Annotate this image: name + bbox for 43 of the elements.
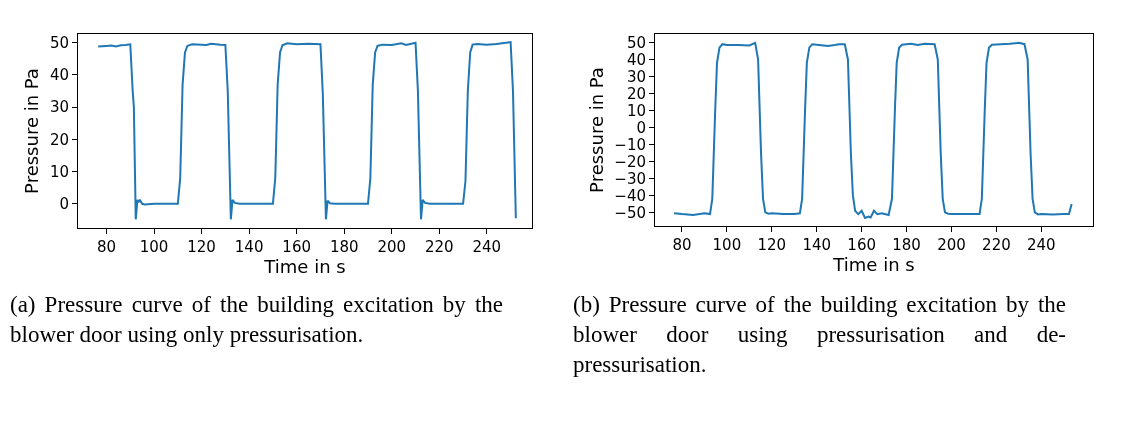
y-tick-label: 20 xyxy=(626,84,646,103)
text: (b) Pressure curve of the building excitation by the blower door using pressurisation and de-pressurisation. xyxy=(572,291,1067,379)
x-tick-label: 100 xyxy=(712,236,742,254)
y-axis-title: Pressure in Pa xyxy=(585,67,607,193)
x-axis-title: Time in s xyxy=(263,256,346,277)
x-tick-label: 120 xyxy=(757,236,787,254)
x-tick-label: 80 xyxy=(672,236,692,254)
line-series xyxy=(673,41,1073,220)
x-tick-label: 240 xyxy=(472,238,502,256)
y-tick-label: −30 xyxy=(614,169,646,188)
y-tick-label: −50 xyxy=(614,203,646,222)
y-tick-label: 30 xyxy=(49,98,69,117)
y-tick-label: 10 xyxy=(626,101,646,120)
y-tick-label: −40 xyxy=(614,186,646,205)
y-tick-label: 20 xyxy=(49,130,69,149)
x-tick-label: 140 xyxy=(802,236,832,254)
y-axis-title: Pressure in Pa xyxy=(21,68,43,194)
y-tick-label: 50 xyxy=(626,33,646,52)
x-tick-label: 80 xyxy=(96,238,117,256)
x-tick-label: 200 xyxy=(377,238,407,256)
text: (a) Pressure curve of the building excitation by the blower door using only pressurisation. xyxy=(9,291,504,349)
x-tick-label: 240 xyxy=(1027,236,1056,254)
y-tick-label: −20 xyxy=(614,152,646,171)
x-axis-title: Time in s xyxy=(832,254,915,275)
y-tick-label: 40 xyxy=(626,50,646,69)
line-series xyxy=(97,41,517,221)
y-tick-label: −10 xyxy=(614,135,646,154)
y-tick-label: 0 xyxy=(636,118,646,137)
x-tick-label: 120 xyxy=(187,238,216,256)
y-tick-label: 40 xyxy=(49,66,69,85)
x-tick-label: 160 xyxy=(847,236,876,254)
x-tick-label: 220 xyxy=(982,236,1011,254)
y-tick-label: 0 xyxy=(59,195,69,214)
x-tick-label: 180 xyxy=(892,236,921,254)
x-tick-label: 140 xyxy=(234,238,264,256)
x-tick-label: 220 xyxy=(424,238,454,256)
x-tick-label: 160 xyxy=(282,238,311,256)
x-tick-label: 180 xyxy=(329,238,359,256)
y-tick-label: 30 xyxy=(626,67,646,86)
y-tick-label: 50 xyxy=(49,33,69,52)
y-tick-label: 10 xyxy=(49,162,69,181)
x-tick-label: 200 xyxy=(937,236,966,254)
x-tick-label: 100 xyxy=(139,238,169,256)
